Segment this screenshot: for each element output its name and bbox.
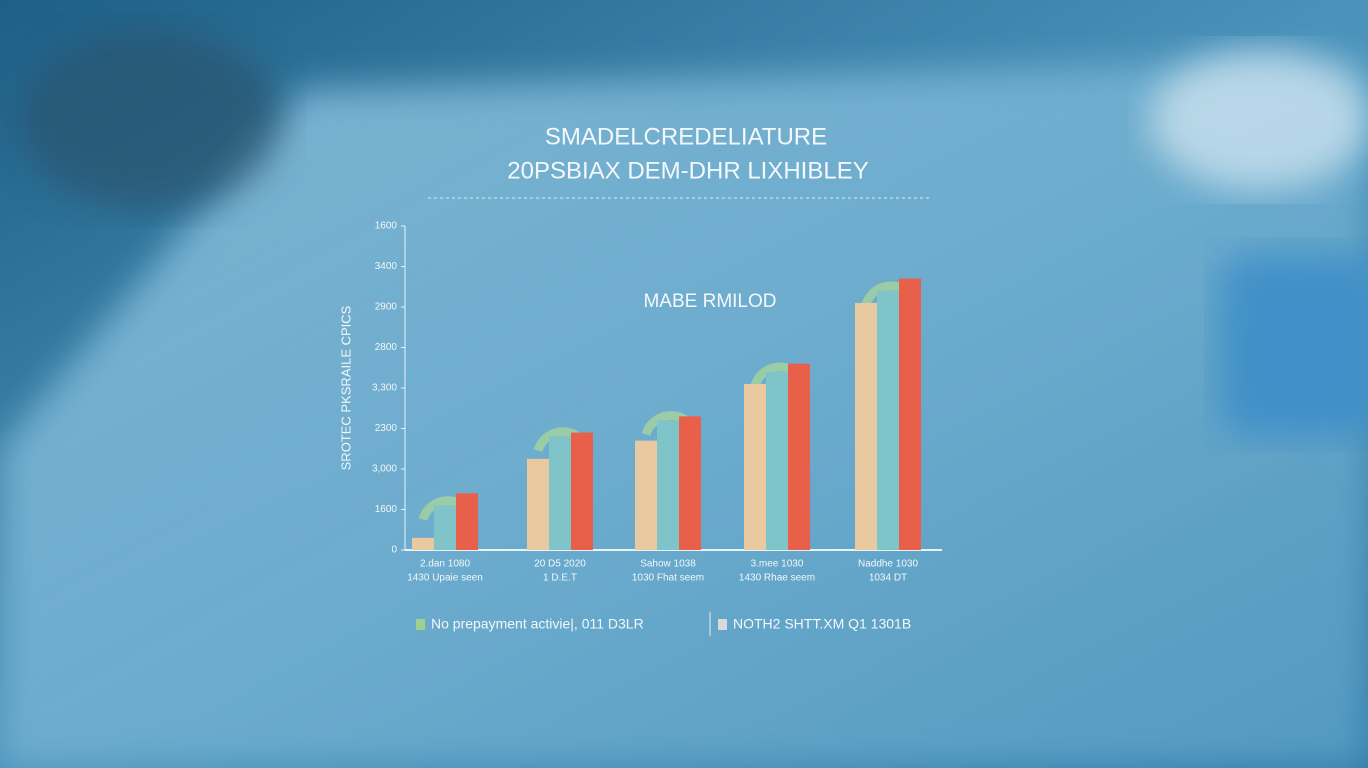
x-tick-label: Naddhe 1030 <box>858 559 918 570</box>
x-tick-sublabel: 1030 Fhat seem <box>632 573 704 584</box>
bar <box>456 493 478 550</box>
blurred-cup <box>1150 50 1368 190</box>
x-tick-label: Sahow 1038 <box>640 559 696 570</box>
y-tick-label: 2300 <box>375 423 398 434</box>
bar <box>766 371 788 550</box>
bar <box>788 363 810 550</box>
x-tick-sublabel: 1034 DT <box>869 573 907 584</box>
y-tick-label: 3,000 <box>372 464 397 475</box>
bar <box>571 432 593 550</box>
chart-subtitle: 20PSBIAX DEM-DHR LIXHIBLEY <box>507 157 868 184</box>
x-tick-sublabel: 1430 Rhae seem <box>739 573 815 584</box>
y-tick-label: 1600 <box>375 221 398 232</box>
x-tick-label: 3.mee 1030 <box>751 559 804 570</box>
bar <box>855 302 877 550</box>
y-tick-label: 1600 <box>375 504 398 515</box>
y-tick-label: 2900 <box>375 302 398 313</box>
blurred-container <box>1220 255 1368 435</box>
bar <box>549 436 571 550</box>
annotation: MABE RMILOD <box>643 291 776 312</box>
y-axis-label: SROTEC PKSRAILE CPICS <box>338 305 353 470</box>
bar <box>877 290 899 550</box>
legend-label: NOTH2 SHTT.XM Q1 1301B <box>733 616 911 632</box>
x-tick-label: 2.dan 1080 <box>420 559 470 570</box>
x-tick-sublabel: 1 D.E.T <box>543 573 577 584</box>
bar <box>635 440 657 550</box>
bar <box>899 278 921 550</box>
y-tick-label: 2800 <box>375 342 398 353</box>
bar <box>744 383 766 550</box>
bar <box>679 416 701 550</box>
y-tick-label: 3,300 <box>372 383 397 394</box>
y-tick-label: 3400 <box>375 261 398 272</box>
bar <box>527 458 549 550</box>
legend-swatch <box>416 619 425 630</box>
legend-swatch <box>718 619 727 630</box>
legend-label: No prepayment activie|, 011 D3LR <box>431 616 644 632</box>
blurred-hand <box>20 30 280 210</box>
bar <box>412 537 434 550</box>
x-tick-sublabel: 1430 Upaie seen <box>407 573 483 584</box>
chart-title: SMADELCREDELIATURE <box>545 123 827 150</box>
bar <box>434 505 456 550</box>
y-tick-label: 0 <box>391 545 397 556</box>
bar <box>657 420 679 550</box>
x-tick-label: 20 D5 2020 <box>534 559 586 570</box>
